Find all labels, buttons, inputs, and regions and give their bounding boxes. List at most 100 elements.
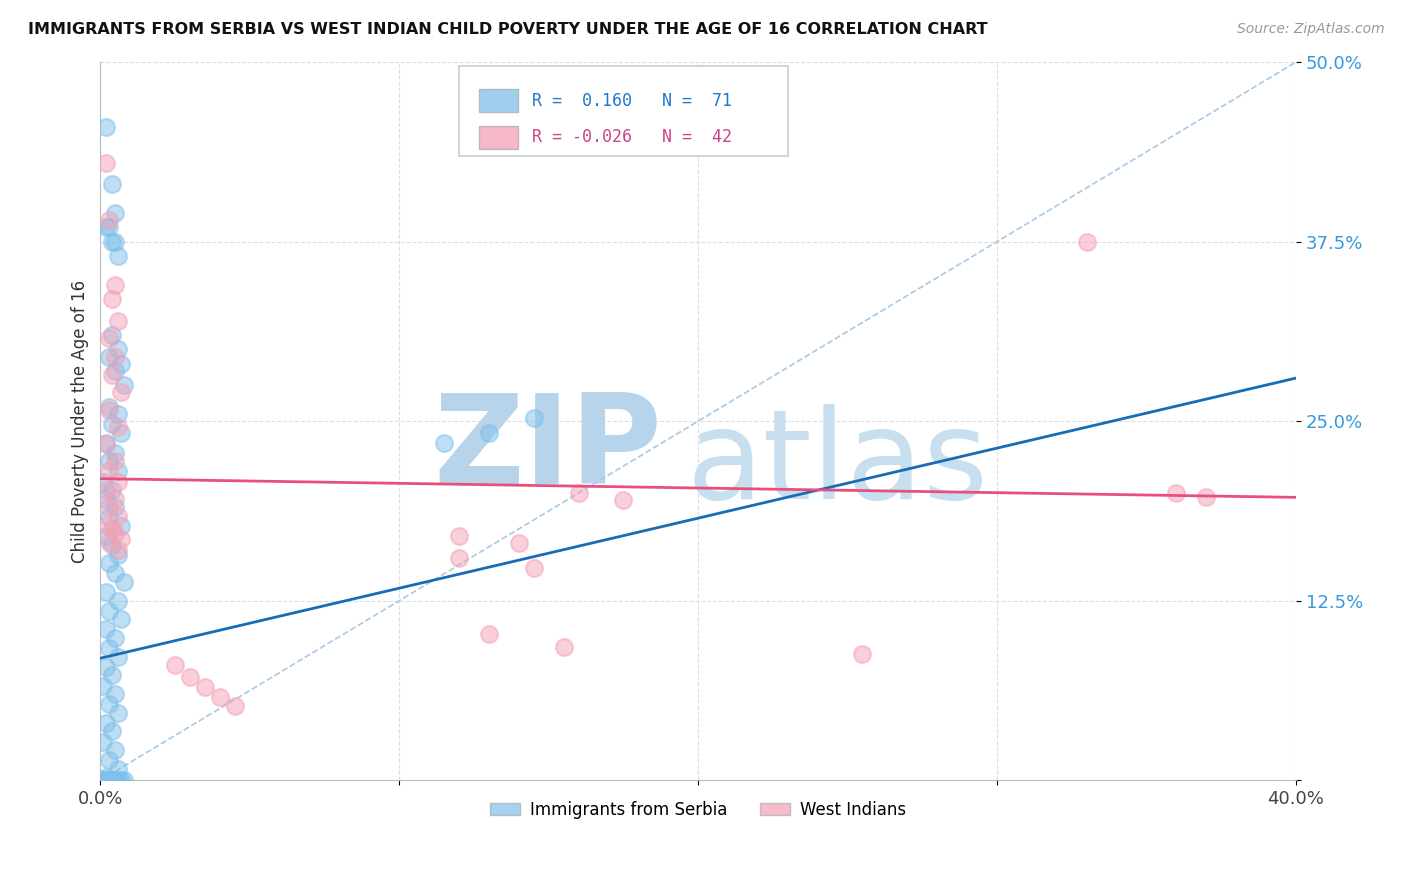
Point	[107, 475, 129, 489]
Point	[612, 493, 634, 508]
Point	[104, 773, 127, 788]
FancyBboxPatch shape	[458, 66, 787, 155]
Y-axis label: Child Poverty Under the Age of 16: Child Poverty Under the Age of 16	[72, 280, 89, 563]
Point	[96, 773, 118, 788]
Point	[107, 343, 129, 357]
Point	[96, 771, 118, 785]
Point	[107, 706, 129, 720]
Point	[104, 491, 127, 506]
FancyBboxPatch shape	[479, 89, 517, 112]
Point	[1076, 235, 1098, 249]
Point	[107, 314, 129, 328]
Point	[91, 773, 114, 788]
Point	[96, 585, 118, 599]
Point	[851, 647, 873, 661]
Point	[104, 743, 127, 757]
Text: R =  0.160   N =  71: R = 0.160 N = 71	[531, 92, 733, 110]
Point	[96, 715, 118, 730]
Point	[96, 491, 118, 506]
Text: R = -0.026   N =  42: R = -0.026 N = 42	[531, 128, 733, 146]
Point	[91, 773, 114, 788]
Point	[91, 475, 114, 489]
Point	[553, 640, 575, 654]
Point	[96, 435, 118, 450]
Point	[112, 773, 135, 788]
Point	[104, 566, 127, 581]
Point	[567, 486, 589, 500]
Point	[101, 773, 124, 788]
Point	[98, 604, 121, 618]
Text: IMMIGRANTS FROM SERBIA VS WEST INDIAN CHILD POVERTY UNDER THE AGE OF 16 CORRELAT: IMMIGRANTS FROM SERBIA VS WEST INDIAN CH…	[28, 22, 988, 37]
Point	[107, 407, 129, 421]
Point	[112, 575, 135, 590]
Point	[101, 483, 124, 498]
Point	[96, 529, 118, 543]
Point	[98, 213, 121, 227]
Point	[110, 532, 132, 546]
Point	[110, 385, 132, 400]
Point	[104, 235, 127, 249]
Point	[110, 519, 132, 533]
Point	[96, 773, 118, 788]
Point	[104, 773, 127, 788]
Point	[101, 773, 124, 788]
Point	[478, 627, 501, 641]
Point	[96, 660, 118, 674]
Point	[104, 350, 127, 364]
Point	[208, 690, 231, 704]
Point	[101, 724, 124, 739]
Point	[98, 773, 121, 788]
Point	[104, 364, 127, 378]
Point	[98, 220, 121, 235]
Point	[96, 220, 118, 235]
Point	[104, 526, 127, 541]
Point	[110, 357, 132, 371]
Point	[224, 698, 246, 713]
Point	[107, 593, 129, 607]
Point	[104, 206, 127, 220]
Legend: Immigrants from Serbia, West Indians: Immigrants from Serbia, West Indians	[484, 795, 912, 826]
Point	[107, 420, 129, 434]
Point	[98, 534, 121, 549]
Point	[104, 631, 127, 645]
Point	[96, 120, 118, 134]
Point	[98, 331, 121, 345]
Text: ZIP: ZIP	[433, 390, 662, 510]
Point	[104, 454, 127, 468]
Point	[98, 557, 121, 571]
Point	[101, 235, 124, 249]
Point	[98, 641, 121, 656]
Point	[91, 734, 114, 748]
Point	[447, 529, 470, 543]
Point	[104, 687, 127, 701]
Point	[107, 465, 129, 479]
Point	[96, 517, 118, 532]
Point	[98, 454, 121, 468]
FancyBboxPatch shape	[479, 126, 517, 149]
Point	[1195, 491, 1218, 505]
Point	[101, 178, 124, 192]
Point	[98, 400, 121, 414]
Point	[101, 328, 124, 343]
Point	[101, 538, 124, 552]
Point	[433, 435, 456, 450]
Point	[508, 536, 530, 550]
Point	[98, 510, 121, 524]
Text: Source: ZipAtlas.com: Source: ZipAtlas.com	[1237, 22, 1385, 37]
Point	[107, 508, 129, 523]
Point	[447, 550, 470, 565]
Point	[107, 543, 129, 558]
Point	[165, 658, 187, 673]
Point	[101, 668, 124, 682]
Point	[98, 402, 121, 417]
Point	[110, 612, 132, 626]
Point	[98, 773, 121, 788]
Point	[523, 411, 546, 425]
Point	[98, 500, 121, 515]
Text: atlas: atlas	[686, 404, 988, 524]
Point	[96, 623, 118, 637]
Point	[112, 378, 135, 392]
Point	[101, 292, 124, 306]
Point	[104, 277, 127, 292]
Point	[194, 680, 217, 694]
